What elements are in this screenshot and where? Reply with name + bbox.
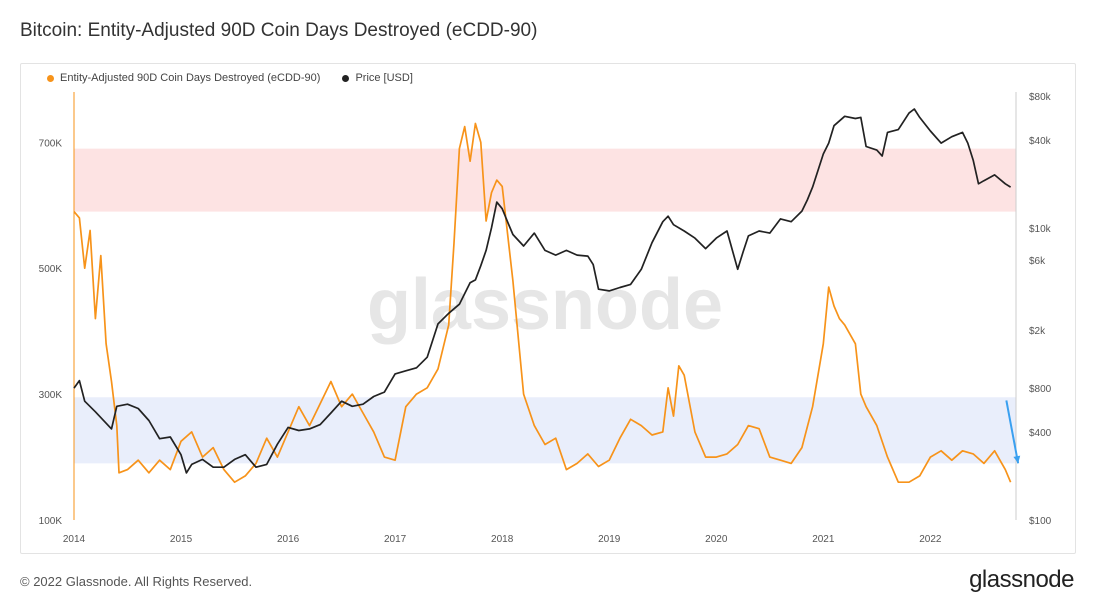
chart-plot: glassnode 100K 300K 500K 700K $100 $400 $800 $2k… <box>39 92 1052 545</box>
y-right-tick-label: $400 <box>1029 428 1052 439</box>
glassnode-logo: glassnode <box>969 566 1074 593</box>
x-tick-label: 2015 <box>170 534 193 545</box>
legend-label-price: Price [USD] <box>355 72 413 84</box>
arrow-head <box>1013 455 1021 464</box>
x-tick-label: 2016 <box>277 534 300 545</box>
legend: Entity-Adjusted 90D Coin Days Destroyed … <box>47 72 413 84</box>
band-0 <box>74 148 1016 212</box>
x-tick-label: 2019 <box>598 534 621 545</box>
x-tick-label: 2022 <box>919 534 942 545</box>
y-left-tick-label: 700K <box>39 138 63 149</box>
band-1 <box>74 397 1016 464</box>
watermark: glassnode <box>367 265 723 345</box>
price-line <box>73 108 1012 474</box>
y-left-tick-label: 500K <box>39 264 63 275</box>
x-tick-label: 2020 <box>705 534 728 545</box>
page-title: Bitcoin: Entity-Adjusted 90D Coin Days D… <box>20 20 538 41</box>
chart-card: Entity-Adjusted 90D Coin Days Destroyed … <box>20 63 1076 554</box>
ecdd-line <box>73 122 1012 484</box>
y-right-tick-label: $10k <box>1029 224 1052 235</box>
legend-label-ecdd: Entity-Adjusted 90D Coin Days Destroyed … <box>60 72 321 84</box>
x-tick-label: 2014 <box>63 534 86 545</box>
y-right-tick-label: $40k <box>1029 136 1052 147</box>
y-left-tick-label: 100K <box>39 516 63 527</box>
y-right-tick-label: $6k <box>1029 256 1046 267</box>
x-tick-label: 2017 <box>384 534 407 545</box>
legend-dot-price <box>342 74 350 82</box>
legend-dot-ecdd <box>47 74 54 82</box>
y-right-tick-label: $800 <box>1029 384 1052 395</box>
legend-item-ecdd[interactable]: Entity-Adjusted 90D Coin Days Destroyed … <box>47 72 320 84</box>
arrow-shaft <box>1005 400 1020 464</box>
y-right-tick-label: $2k <box>1029 326 1046 337</box>
y-right-tick-label: $100 <box>1029 516 1052 527</box>
x-tick-label: 2018 <box>491 534 514 545</box>
y-left-tick-label: 300K <box>39 390 63 401</box>
copyright: © 2022 Glassnode. All Rights Reserved. <box>20 574 253 589</box>
y-right-tick-label: $80k <box>1029 92 1052 103</box>
legend-item-price[interactable]: Price [USD] <box>342 72 413 84</box>
x-tick-label: 2021 <box>812 534 835 545</box>
